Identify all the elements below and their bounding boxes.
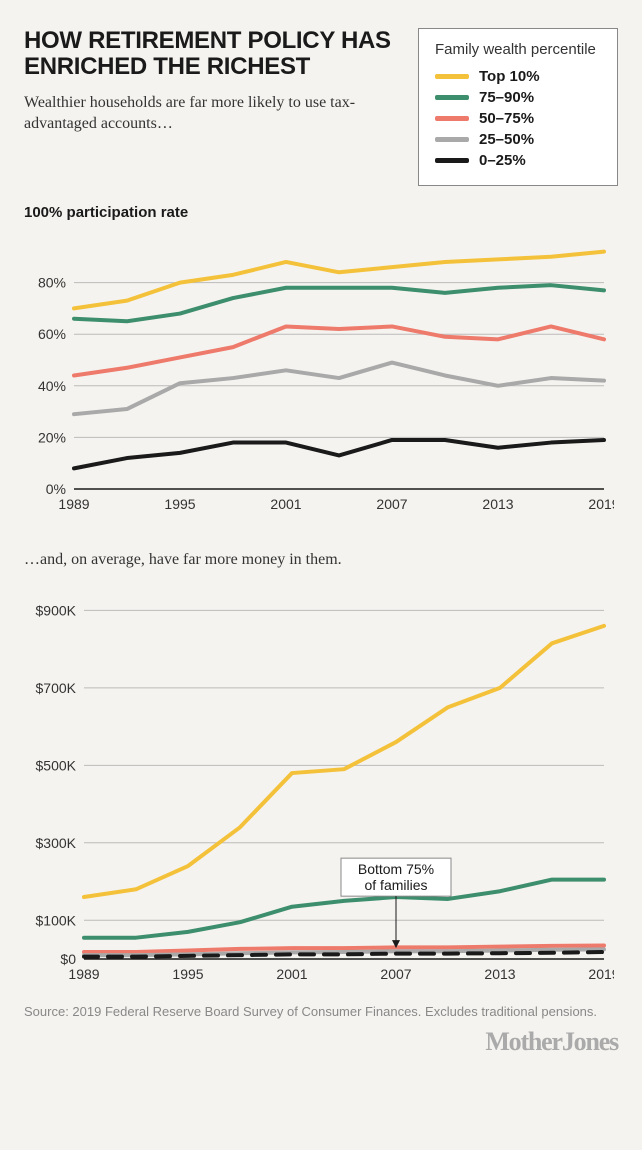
source-text: Source: 2019 Federal Reserve Board Surve… — [24, 1003, 618, 1021]
svg-text:1995: 1995 — [164, 496, 195, 512]
svg-text:2001: 2001 — [276, 966, 307, 982]
legend-swatch — [435, 137, 469, 142]
svg-text:40%: 40% — [38, 378, 66, 394]
svg-text:2019: 2019 — [588, 496, 614, 512]
balance-chart: $0 $100K $300K $500K $700K $900K 1989 1995 2001 2… — [24, 587, 614, 987]
svg-text:1995: 1995 — [172, 966, 203, 982]
legend-swatch — [435, 116, 469, 121]
svg-text:80%: 80% — [38, 275, 66, 291]
legend-item: 25–50% — [435, 131, 599, 148]
chart-title: HOW RETIREMENT POLICY HAS ENRICHED THE R… — [24, 28, 398, 80]
svg-text:$500K: $500K — [36, 757, 77, 773]
legend-swatch — [435, 74, 469, 79]
svg-text:1989: 1989 — [68, 966, 99, 982]
svg-text:2019: 2019 — [588, 966, 614, 982]
svg-text:2013: 2013 — [484, 966, 515, 982]
svg-text:$300K: $300K — [36, 835, 77, 851]
legend-title: Family wealth percentile — [435, 41, 599, 58]
legend-swatch — [435, 158, 469, 163]
participation-chart: 0% 20% 40% 60% 80% 1989 1995 2001 2007 2013 2019 — [24, 227, 614, 517]
svg-text:$900K: $900K — [36, 602, 77, 618]
intertext: …and, on average, have far more money in… — [24, 551, 618, 569]
legend-label: 0–25% — [479, 152, 526, 169]
svg-text:20%: 20% — [38, 429, 66, 445]
chart1-axis-title: 100% participation rate — [24, 204, 618, 221]
svg-text:Bottom 75%: Bottom 75% — [358, 861, 434, 877]
legend-label: 75–90% — [479, 89, 534, 106]
svg-text:0%: 0% — [46, 481, 66, 497]
legend-item: 0–25% — [435, 152, 599, 169]
svg-text:of families: of families — [364, 877, 427, 893]
legend-label: Top 10% — [479, 68, 540, 85]
svg-text:60%: 60% — [38, 326, 66, 342]
svg-text:$700K: $700K — [36, 680, 77, 696]
brand-logo: MotherJones — [24, 1027, 618, 1057]
chart-subtitle: Wealthier households are far more likely… — [24, 92, 398, 135]
legend-label: 25–50% — [479, 131, 534, 148]
svg-text:1989: 1989 — [58, 496, 89, 512]
svg-text:2007: 2007 — [376, 496, 407, 512]
legend-item: 50–75% — [435, 110, 599, 127]
svg-text:2001: 2001 — [270, 496, 301, 512]
legend-label: 50–75% — [479, 110, 534, 127]
legend-item: 75–90% — [435, 89, 599, 106]
legend-swatch — [435, 95, 469, 100]
svg-text:$100K: $100K — [36, 912, 77, 928]
legend-item: Top 10% — [435, 68, 599, 85]
svg-text:$0: $0 — [60, 951, 76, 967]
svg-text:2013: 2013 — [482, 496, 513, 512]
legend: Family wealth percentile Top 10% 75–90% 50… — [418, 28, 618, 186]
svg-text:2007: 2007 — [380, 966, 411, 982]
